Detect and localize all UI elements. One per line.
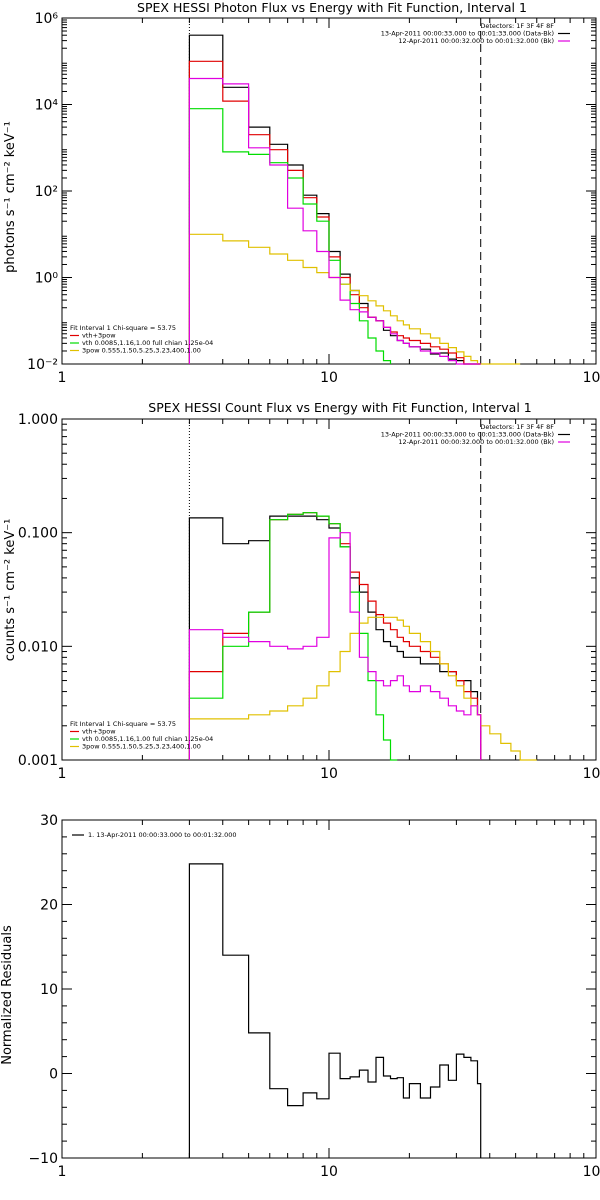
legend-bottom-text: 3pow 0.555,1.50,5.25,3.23,400,1.00 bbox=[82, 347, 201, 355]
x-tick-label: 1 bbox=[58, 766, 67, 782]
legend-bottom-text: Fit Interval 1 Chi-square = 53.75 bbox=[70, 720, 176, 728]
y-axis-label: photons s⁻¹ cm⁻² keV⁻¹ bbox=[3, 121, 18, 273]
legend-top-text: 12-Apr-2011 00:00:32.000 to 00:01:32.000… bbox=[398, 37, 554, 45]
y-tick-label: −10 bbox=[28, 1151, 58, 1167]
legend-top-text: 12-Apr-2011 00:00:32.000 to 00:01:32.000… bbox=[398, 438, 554, 446]
y-tick-label: 0.010 bbox=[18, 639, 58, 655]
y-tick-label: 10² bbox=[35, 184, 58, 200]
series-vth bbox=[188, 108, 392, 364]
series-vth-3pow bbox=[188, 512, 482, 760]
y-axis-label: Normalized Residuals bbox=[0, 925, 15, 1065]
plot-frame bbox=[61, 17, 597, 365]
legend-top-text: Detectors: 1F 3F 4F 8F bbox=[480, 22, 554, 30]
series-vth bbox=[188, 512, 398, 761]
y-tick-label: 0 bbox=[49, 1067, 58, 1083]
y-tick-label: 10 bbox=[40, 982, 58, 998]
y-tick-label: 30 bbox=[40, 813, 58, 829]
series-pow3 bbox=[188, 233, 521, 365]
y-tick-label: 0.001 bbox=[18, 753, 58, 769]
legend-bottom-text: 3pow 0.555,1.50,5.25,3.23,400,1.00 bbox=[82, 743, 201, 751]
x-tick-label: 1 bbox=[58, 370, 67, 386]
x-tick-label: 1 bbox=[58, 1164, 67, 1180]
series-vth-3pow bbox=[188, 60, 481, 365]
x-tick-label: 100 bbox=[583, 1164, 600, 1180]
legend-bottom-text: Fit Interval 1 Chi-square = 53.75 bbox=[70, 324, 176, 332]
y-tick-label: 10⁻² bbox=[27, 357, 58, 373]
x-tick-label: 10 bbox=[320, 370, 338, 386]
legend-top-text: Detectors: 1F 3F 4F 8F bbox=[480, 423, 554, 431]
x-tick-label: 100 bbox=[583, 370, 600, 386]
photon-flux-chart: SPEX HESSI Photon Flux vs Energy with Fi… bbox=[3, 0, 600, 386]
series-pow3 bbox=[188, 616, 537, 761]
y-tick-label: 10⁶ bbox=[35, 11, 59, 27]
legend-top-text: 13-Apr-2011 00:00:33.000 to 00:01:33.000… bbox=[381, 30, 554, 38]
series-background bbox=[188, 77, 481, 365]
series-data bbox=[188, 515, 482, 760]
x-tick-label: 100 bbox=[583, 766, 600, 782]
series-background bbox=[188, 532, 482, 760]
y-tick-label: 20 bbox=[40, 898, 58, 914]
residuals-chart: Normalized Residuals 1101003020100−10 1.… bbox=[0, 813, 600, 1180]
x-tick-label: 10 bbox=[320, 1164, 338, 1180]
chart-title: SPEX HESSI Count Flux vs Energy with Fit… bbox=[148, 400, 531, 415]
x-tick-label: 10 bbox=[320, 766, 338, 782]
legend-top-text: 13-Apr-2011 00:00:33.000 to 00:01:33.000… bbox=[381, 431, 554, 439]
legend-bottom-text: vth+3pow bbox=[82, 728, 116, 736]
plot-frame bbox=[61, 819, 597, 1159]
series-data bbox=[188, 34, 481, 365]
y-tick-label: 10⁰ bbox=[35, 271, 59, 287]
y-tick-label: 10⁴ bbox=[35, 98, 59, 114]
legend-bottom-text: vth 0.0085,1.16,1.00 full chian 1.25e-04 bbox=[82, 339, 213, 347]
y-tick-label: 0.100 bbox=[18, 526, 58, 542]
y-tick-label: 1.000 bbox=[18, 412, 58, 428]
y-axis-label: counts s⁻¹ cm⁻² keV⁻¹ bbox=[3, 519, 18, 662]
legend-bottom-text: vth+3pow bbox=[82, 332, 116, 340]
chart-title: SPEX HESSI Photon Flux vs Energy with Fi… bbox=[137, 0, 527, 15]
series-data bbox=[188, 863, 482, 1158]
count-flux-chart: SPEX HESSI Count Flux vs Energy with Fit… bbox=[3, 400, 600, 782]
legend-bottom-text: vth 0.0085,1.16,1.00 full chian 1.25e-04 bbox=[82, 735, 213, 743]
legend-text: 1. 13-Apr-2011 00:00:33.000 to 00:01:32.… bbox=[88, 831, 237, 839]
